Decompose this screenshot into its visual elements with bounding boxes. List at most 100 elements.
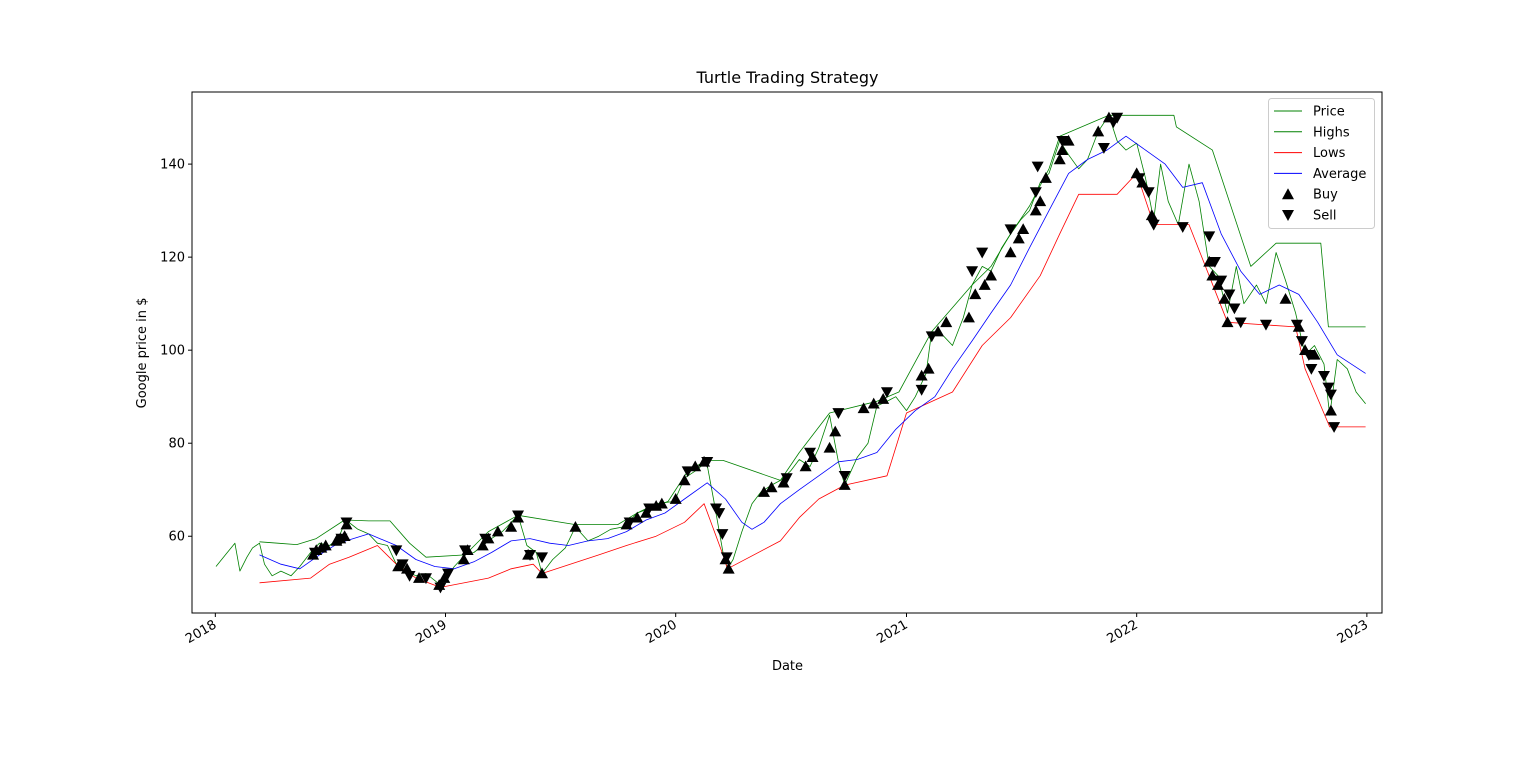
sell-marker bbox=[403, 570, 416, 582]
buy-marker bbox=[457, 553, 470, 565]
plot-frame bbox=[191, 91, 1383, 614]
buy-marker bbox=[476, 539, 489, 551]
buy-marker bbox=[401, 562, 414, 574]
sell-marker bbox=[804, 447, 817, 459]
sell-marker bbox=[832, 408, 845, 419]
sell-marker bbox=[780, 473, 793, 485]
buy-marker bbox=[1039, 172, 1052, 183]
buy-marker bbox=[1092, 125, 1105, 137]
buy-marker bbox=[655, 497, 668, 509]
legend: Price Highs Lows Average Buy Sell bbox=[1268, 98, 1375, 229]
legend-swatch bbox=[1282, 210, 1294, 221]
buy-marker bbox=[678, 474, 691, 486]
buy-marker bbox=[722, 562, 735, 574]
sell-marker bbox=[1234, 317, 1247, 329]
sell-marker bbox=[1328, 422, 1341, 433]
buy-marker bbox=[969, 288, 982, 300]
buy-marker bbox=[978, 279, 991, 290]
legend-item-buy: Buy bbox=[1282, 188, 1338, 203]
sell-marker bbox=[340, 517, 353, 529]
sell-marker bbox=[1223, 289, 1236, 301]
sell-marker bbox=[713, 508, 726, 519]
sell-marker bbox=[1176, 222, 1189, 233]
sell-marker bbox=[459, 545, 472, 557]
buy-marker bbox=[569, 520, 582, 532]
buy-marker bbox=[1145, 209, 1158, 221]
y-tick-label: 60 bbox=[168, 530, 185, 545]
sell-marker bbox=[390, 545, 403, 557]
sell-marker bbox=[1147, 219, 1160, 231]
legend-label: Price bbox=[1313, 105, 1345, 120]
legend-swatch bbox=[1282, 188, 1294, 200]
buy-marker bbox=[765, 481, 778, 493]
buy-marker bbox=[1029, 204, 1042, 216]
y-axis-label: Google price in $ bbox=[135, 298, 150, 409]
series-line-average bbox=[259, 135, 1366, 570]
buy-marker bbox=[777, 476, 790, 488]
buy-marker bbox=[413, 572, 426, 583]
sell-marker bbox=[1322, 382, 1335, 394]
legend-box bbox=[1268, 98, 1375, 229]
buy-marker bbox=[505, 520, 518, 532]
sell-marker bbox=[701, 457, 714, 468]
buy-marker bbox=[1136, 176, 1149, 188]
legend-item-average: Average bbox=[1274, 167, 1366, 182]
buy-marker bbox=[1279, 293, 1292, 304]
buy-marker bbox=[757, 486, 770, 497]
buy-marker bbox=[806, 451, 819, 462]
buy-marker bbox=[940, 316, 953, 328]
series-layer bbox=[215, 114, 1366, 588]
y-tick-label: 100 bbox=[160, 344, 185, 359]
legend-item-highs: Highs bbox=[1274, 125, 1350, 140]
buy-marker bbox=[1053, 153, 1066, 165]
buy-marker bbox=[985, 269, 998, 281]
sell-marker bbox=[308, 547, 321, 559]
sell-marker bbox=[1228, 303, 1241, 315]
sell-marker bbox=[1133, 173, 1146, 185]
buy-marker bbox=[867, 397, 880, 409]
y-tick-label: 120 bbox=[160, 251, 185, 266]
sell-marker bbox=[1295, 336, 1308, 347]
buy-marker bbox=[669, 493, 682, 504]
sell-marker bbox=[419, 573, 432, 585]
sell-marker bbox=[880, 387, 893, 399]
buy-marker bbox=[838, 479, 851, 490]
buy-marker bbox=[1062, 134, 1075, 146]
buy-marker bbox=[922, 362, 935, 374]
buy-marker bbox=[799, 460, 812, 472]
buy-marker bbox=[491, 525, 504, 537]
sell-marker bbox=[716, 529, 729, 540]
sell-marker bbox=[479, 533, 492, 545]
legend-item-sell: Sell bbox=[1282, 209, 1336, 224]
sell-marker bbox=[1203, 231, 1216, 243]
sell-marker bbox=[1031, 161, 1044, 173]
sell-marker bbox=[442, 568, 455, 580]
sell-marker bbox=[643, 503, 656, 515]
legend-item-lows: Lows bbox=[1274, 146, 1346, 161]
sell-marker bbox=[1215, 275, 1228, 287]
buy-marker bbox=[640, 506, 653, 518]
buy-marker bbox=[1017, 223, 1030, 235]
buy-marker bbox=[962, 311, 975, 323]
buy-marker bbox=[1034, 195, 1047, 207]
sell-marker bbox=[434, 582, 447, 594]
sell-marker bbox=[681, 466, 694, 478]
sell-marker bbox=[915, 384, 928, 396]
sell-marker bbox=[524, 550, 537, 561]
buy-marker bbox=[1012, 232, 1025, 244]
sell-marker bbox=[1056, 136, 1069, 147]
signal-markers-layer bbox=[307, 111, 1341, 594]
buy-marker bbox=[319, 539, 332, 551]
buy-marker bbox=[1221, 316, 1234, 328]
sell-marker bbox=[536, 552, 548, 564]
buy-marker bbox=[1203, 255, 1216, 267]
buy-marker bbox=[1206, 269, 1219, 281]
sell-marker bbox=[1305, 363, 1318, 375]
y-axis: 60 80 100 120 140 bbox=[160, 158, 192, 545]
sell-marker bbox=[1259, 319, 1272, 331]
sell-marker bbox=[1111, 112, 1124, 124]
sell-marker bbox=[1302, 350, 1315, 361]
sell-marker bbox=[1317, 370, 1330, 382]
buy-marker bbox=[392, 560, 405, 572]
sell-marker bbox=[512, 510, 525, 522]
